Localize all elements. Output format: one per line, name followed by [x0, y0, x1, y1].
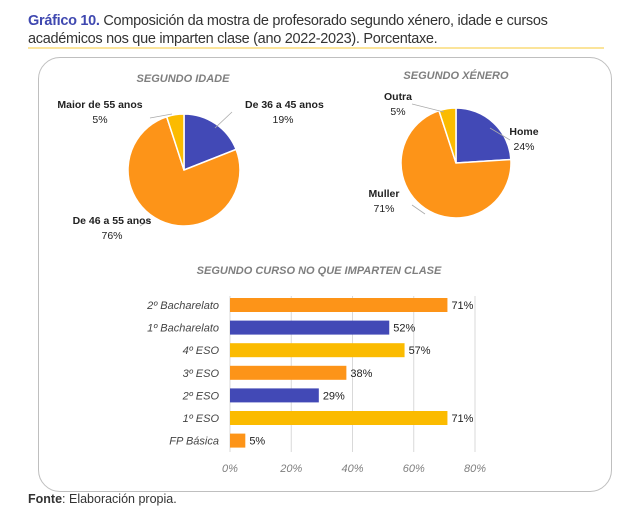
chart-frame [38, 57, 612, 492]
slice-value: 5% [390, 106, 405, 118]
y-category-label: 4º ESO [183, 345, 220, 357]
bar [230, 298, 448, 312]
y-category-label: 3º ESO [183, 368, 220, 380]
slice-label: De 36 a 45 anos [245, 99, 324, 111]
slice-value: 71% [373, 203, 394, 215]
caption-label: Gráfico 10. [28, 13, 100, 29]
bar-value-label: 71% [451, 300, 473, 312]
bar [230, 343, 405, 358]
bar-value-label: 29% [323, 390, 345, 402]
bar-value-label: 5% [249, 436, 265, 448]
source-note: Fonte: Elaboración propia. [28, 492, 177, 506]
pie-slice [165, 113, 185, 171]
y-category-label: FP Básica [169, 436, 219, 448]
slice-label: Home [509, 126, 538, 138]
bar-value-label: 57% [409, 345, 431, 357]
slice-value: 19% [272, 114, 293, 126]
leader-line [411, 204, 426, 215]
pie-slice [127, 115, 241, 227]
pie-slice [455, 107, 512, 164]
leader-line [149, 113, 173, 119]
figure-caption: Gráfico 10. Composición da mostra de pro… [28, 12, 618, 48]
x-tick-label: 80% [464, 463, 486, 475]
pie-title: SEGUNDO IDADE [137, 73, 231, 85]
pie-title: SEGUNDO XÉNERO [403, 69, 509, 82]
leader-line [489, 127, 511, 141]
bar-value-label: 71% [451, 413, 473, 425]
pie-slice [400, 109, 512, 219]
bar [230, 433, 246, 448]
slice-value: 24% [513, 141, 534, 153]
y-category-label: 1º ESO [183, 413, 220, 425]
slice-label: Maior de 55 anos [57, 99, 142, 111]
leader-line [411, 103, 445, 113]
bar [230, 388, 319, 403]
slice-label: Outra [384, 91, 412, 103]
leader-line [139, 219, 151, 227]
x-tick-label: 20% [279, 463, 302, 475]
bar [230, 320, 390, 335]
slice-value: 76% [101, 230, 122, 242]
bar-value-label: 52% [393, 323, 415, 335]
caption-divider [28, 47, 604, 49]
x-tick-label: 60% [403, 463, 425, 475]
slice-label: De 46 a 55 anos [73, 215, 152, 227]
y-category-label: 1º Bacharelato [147, 323, 219, 335]
pie-slice [183, 113, 238, 172]
bar-value-label: 38% [350, 368, 372, 380]
x-tick-label: 40% [341, 463, 363, 475]
slice-label: Muller [369, 188, 400, 200]
source-text: : Elaboración propia. [62, 492, 177, 506]
bar [230, 365, 347, 380]
leader-line [214, 111, 233, 129]
y-category-label: 2º ESO [182, 390, 220, 402]
slice-value: 5% [92, 114, 107, 126]
caption-text: Composición da mostra de profesorado seg… [28, 13, 548, 47]
bar-chart-title: SEGUNDO CURSO NO QUE IMPARTEN CLASE [197, 265, 442, 277]
x-tick-label: 0% [222, 463, 238, 475]
y-category-label: 2º Bacharelato [146, 300, 219, 312]
source-label: Fonte [28, 492, 63, 506]
bar [230, 411, 448, 425]
